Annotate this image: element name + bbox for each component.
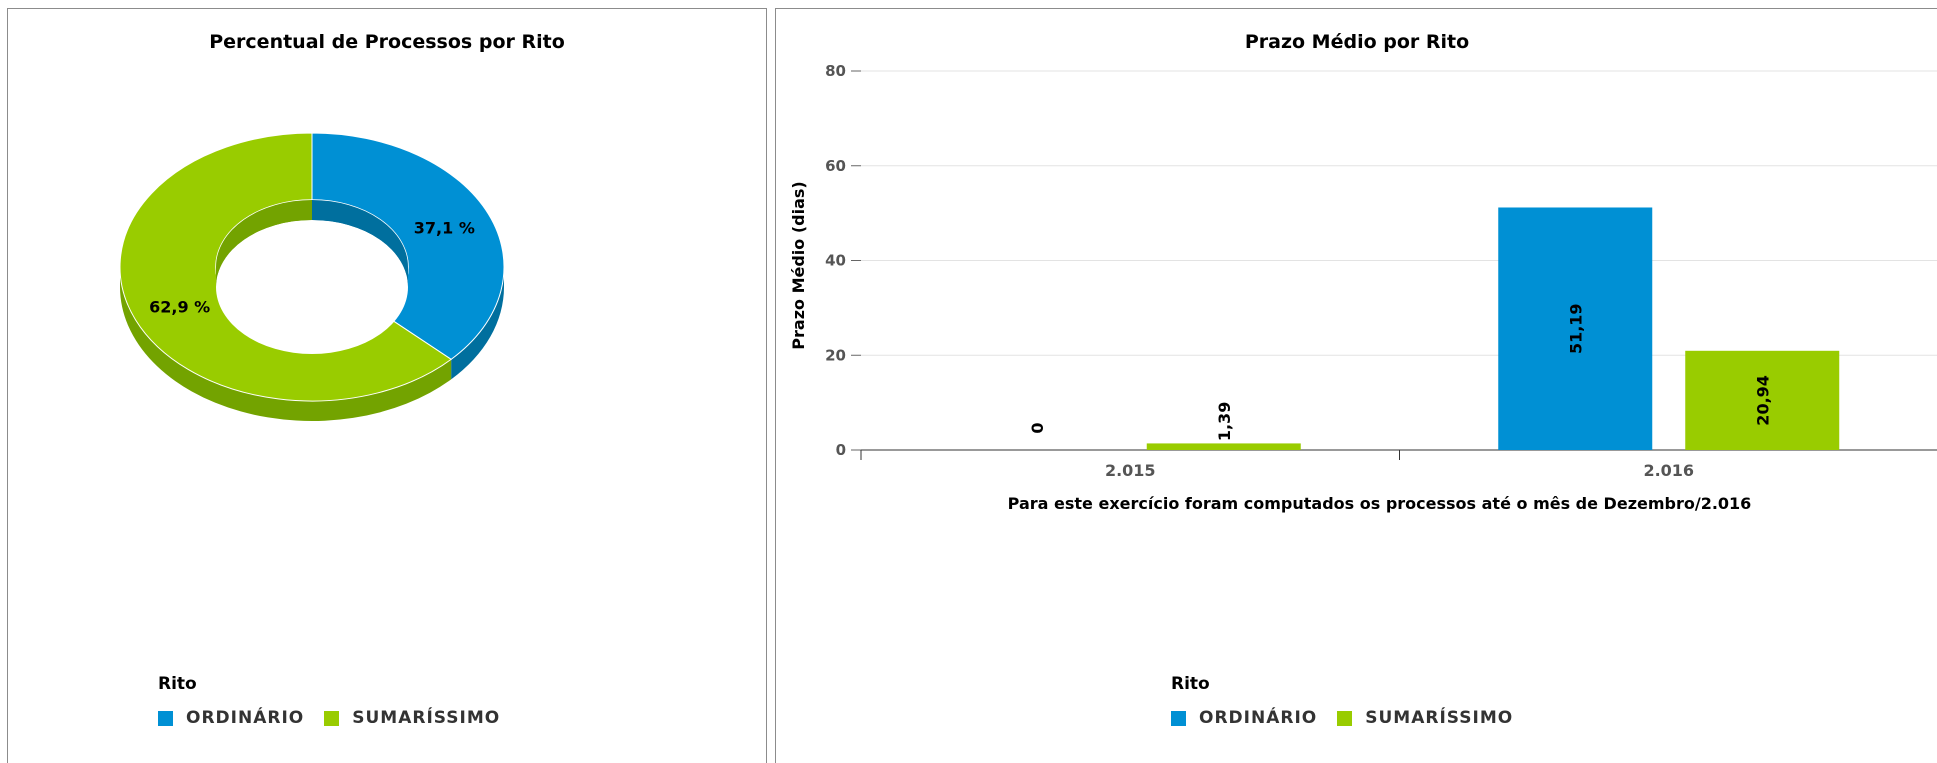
pie-chart-title: Percentual de Processos por Rito [209,31,565,53]
y-tick-label: 80 [825,62,846,80]
pie-side-0 [451,267,504,380]
y-tick-label: 60 [825,157,846,175]
bar-data-label: 20,94 [1753,375,1772,426]
pie-side-1 [119,267,452,421]
pie-data-label: 37,1 % [414,218,475,237]
pie-inner-wall-top-1 [216,200,312,287]
legend-label: SUMARÍSSIMO [352,708,501,728]
y-tick-label: 40 [825,252,846,270]
pie-chart: 37,1 % 62,9 % [119,132,505,421]
bar-sumaríssimo-2.016 [1685,350,1840,450]
legend-swatch-sumarissimo [1337,710,1353,726]
pie-hole-floor [216,220,408,354]
legend-label: ORDINÁRIO [1199,708,1318,728]
bar-chart-panel: Prazo Médio por Rito 0 20 40 60 80 2.015 0 1,39… [775,8,1937,763]
bar-chart-title: Prazo Médio por Rito [1244,31,1470,53]
x-axis-title: Para este exercício foram computados os … [1008,494,1752,513]
legend-swatch-sumarissimo [324,710,340,726]
bar-chart: 0 20 40 60 80 2.015 0 1,39 2.016 51,19 20,94 Prazo … [789,62,1937,513]
legend-swatch-ordinario [1171,710,1186,726]
x-tick-label: 2.015 [1105,461,1156,480]
bar-data-label: 51,19 [1566,303,1585,354]
bar-legend-item-sumarissimo[interactable]: SUMARÍSSIMO [1337,708,1513,728]
pie-inner-wall-top-0 [312,200,408,287]
legend-label: ORDINÁRIO [186,708,305,728]
y-tick-label: 0 [836,441,846,459]
y-axis-title: Prazo Médio (dias) [789,181,808,349]
bar-legend-item-ordinario[interactable]: ORDINÁRIO [1171,708,1317,728]
y-tick-label: 20 [825,346,846,364]
pie-legend-item-sumarissimo[interactable]: SUMARÍSSIMO [324,708,500,728]
x-tick-label: 2.016 [1643,461,1694,480]
pie-legend: Rito ORDINÁRIO SUMARÍSSIMO [158,674,520,728]
bar-sumaríssimo-2.015 [1146,443,1301,450]
legend-swatch-ordinario [158,710,173,726]
bar-data-label: 1,39 [1215,402,1234,441]
bar-data-label: 0 [1028,422,1047,433]
bar-legend: Rito ORDINÁRIO SUMARÍSSIMO [1171,674,1533,728]
pie-data-label: 62,9 % [149,298,210,317]
pie-chart-panel: Percentual de Processos por Rito 37,1 % 6… [7,8,767,763]
pie-legend-title: Rito [158,674,197,694]
legend-label: SUMARÍSSIMO [1365,708,1514,728]
bar-ordinário-2.016 [1498,207,1653,450]
bar-legend-title: Rito [1171,674,1210,694]
pie-legend-item-ordinario[interactable]: ORDINÁRIO [158,708,304,728]
